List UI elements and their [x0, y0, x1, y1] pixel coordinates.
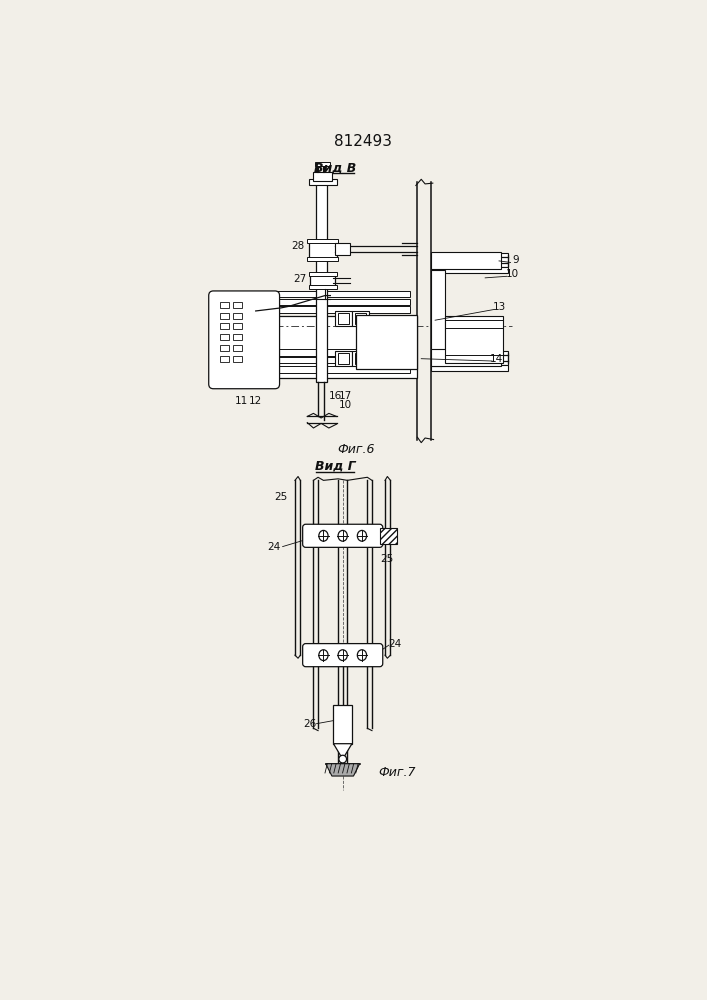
- Bar: [445, 316, 503, 363]
- Bar: [259, 291, 409, 297]
- Bar: [219, 312, 229, 319]
- FancyBboxPatch shape: [303, 644, 382, 667]
- Text: 11: 11: [235, 396, 248, 406]
- Bar: [355, 313, 366, 324]
- Text: 17: 17: [339, 391, 352, 401]
- Ellipse shape: [319, 650, 328, 661]
- Bar: [309, 272, 337, 276]
- Bar: [431, 365, 508, 371]
- Bar: [309, 179, 337, 185]
- Text: 10: 10: [339, 400, 352, 410]
- Polygon shape: [334, 744, 352, 759]
- Bar: [259, 357, 409, 363]
- Bar: [309, 285, 337, 289]
- Circle shape: [339, 755, 346, 763]
- Bar: [310, 274, 335, 286]
- Text: 16: 16: [328, 391, 341, 401]
- Text: 26: 26: [304, 719, 317, 729]
- Bar: [259, 299, 409, 305]
- Bar: [233, 312, 242, 319]
- Ellipse shape: [338, 530, 347, 541]
- Text: Фиг.7: Фиг.7: [378, 766, 415, 779]
- Bar: [431, 351, 508, 365]
- Bar: [259, 366, 409, 373]
- Bar: [308, 239, 338, 243]
- Bar: [233, 334, 242, 340]
- Bar: [431, 267, 508, 273]
- Bar: [219, 345, 229, 351]
- Text: 24: 24: [388, 639, 402, 649]
- Bar: [316, 183, 327, 382]
- Bar: [219, 323, 229, 329]
- Ellipse shape: [357, 530, 366, 541]
- Bar: [233, 302, 242, 308]
- Bar: [219, 302, 229, 308]
- Bar: [355, 353, 366, 364]
- Text: 12: 12: [249, 396, 262, 406]
- Text: Фиг.6: Фиг.6: [337, 443, 375, 456]
- Circle shape: [371, 356, 376, 361]
- Bar: [233, 323, 242, 329]
- Bar: [259, 306, 409, 312]
- Bar: [338, 353, 349, 364]
- Bar: [233, 356, 242, 362]
- Bar: [431, 349, 501, 366]
- Polygon shape: [326, 764, 360, 776]
- Bar: [219, 356, 229, 362]
- Text: 13: 13: [493, 302, 506, 312]
- Bar: [309, 242, 337, 259]
- Bar: [431, 270, 445, 366]
- Text: Вид В: Вид В: [314, 162, 356, 175]
- Bar: [315, 162, 330, 166]
- Bar: [352, 351, 369, 366]
- Text: 28: 28: [291, 241, 305, 251]
- Text: 25: 25: [274, 492, 288, 502]
- Text: Вид Г: Вид Г: [315, 460, 356, 473]
- Bar: [259, 349, 409, 356]
- Ellipse shape: [319, 530, 328, 541]
- Text: 27: 27: [293, 274, 306, 284]
- Bar: [352, 311, 369, 326]
- Bar: [335, 311, 352, 326]
- Bar: [356, 315, 417, 369]
- Text: 14: 14: [490, 354, 503, 364]
- Bar: [338, 313, 349, 324]
- Bar: [380, 528, 397, 544]
- Ellipse shape: [357, 650, 366, 661]
- FancyBboxPatch shape: [209, 291, 279, 389]
- Bar: [431, 252, 501, 269]
- Bar: [252, 316, 417, 378]
- Bar: [313, 172, 332, 181]
- Bar: [431, 253, 508, 267]
- Bar: [308, 257, 338, 261]
- Text: 10: 10: [506, 269, 519, 279]
- Text: 24: 24: [267, 542, 280, 552]
- Bar: [233, 345, 242, 351]
- Ellipse shape: [338, 650, 347, 661]
- Bar: [219, 334, 229, 340]
- Text: 9: 9: [513, 255, 519, 265]
- Text: 25: 25: [381, 554, 394, 564]
- FancyBboxPatch shape: [303, 524, 382, 547]
- Bar: [335, 351, 352, 366]
- Bar: [334, 705, 352, 744]
- Circle shape: [371, 316, 376, 321]
- Bar: [335, 243, 351, 255]
- Text: 812493: 812493: [334, 134, 392, 149]
- Circle shape: [260, 323, 267, 329]
